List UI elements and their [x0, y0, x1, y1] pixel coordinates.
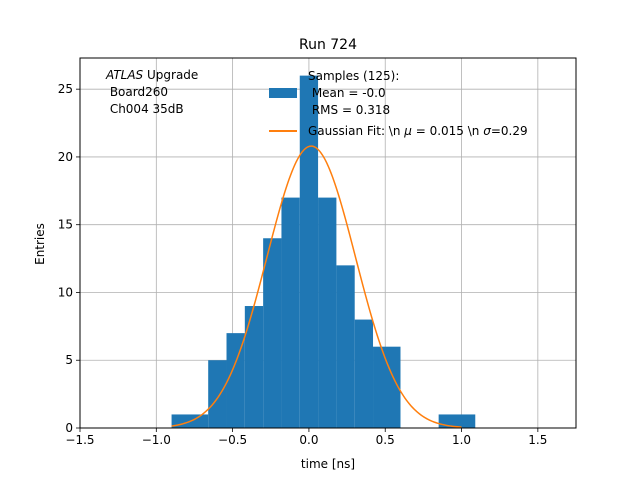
legend-samples-rms: RMS = 0.318	[308, 103, 390, 117]
histogram-bar-3	[244, 306, 264, 428]
y-tick-label-2: 10	[58, 285, 73, 299]
x-axis-ticks: −1.5 −1.0 −0.5 0.0 0.5 1.0 1.5	[65, 428, 547, 447]
x-tick-label-2: −0.5	[218, 433, 247, 447]
atlas-annotation-channel: Ch004 35dB	[106, 102, 184, 116]
x-tick-label-6: 1.5	[528, 433, 547, 447]
x-tick-label-1: −1.0	[142, 433, 171, 447]
atlas-label: ATLAS	[105, 68, 144, 82]
histogram-bars	[171, 75, 476, 428]
legend-samples-mean: Mean = -0.0	[308, 86, 386, 100]
histogram-bar-4	[263, 238, 282, 428]
x-axis-label: time [ns]	[301, 457, 355, 471]
legend-fit-prefix: Gaussian Fit: \n	[308, 124, 404, 138]
atlas-annotation-line1: ATLAS Upgrade	[105, 68, 198, 82]
histogram-bar-5	[281, 197, 300, 428]
y-tick-label-3: 15	[58, 218, 73, 232]
legend-fit-mu: μ	[403, 124, 412, 138]
x-tick-label-0: −1.5	[65, 433, 94, 447]
histogram-bar-10	[373, 346, 401, 428]
y-axis-ticks: 0 5 10 15 20 25	[58, 82, 80, 435]
histogram-bar-8	[336, 265, 355, 428]
histogram-bar-11	[438, 414, 476, 428]
histogram-bar-7	[318, 197, 337, 428]
legend-fit-label: Gaussian Fit: \n μ = 0.015 \n σ=0.29	[308, 124, 528, 138]
x-tick-label-3: 0.0	[299, 433, 318, 447]
histogram-bar-9	[354, 319, 374, 428]
legend-samples-title: Samples (125):	[308, 69, 399, 83]
histogram-bar-2	[226, 333, 245, 428]
x-tick-label-5: 1.0	[452, 433, 471, 447]
x-tick-label-4: 0.5	[376, 433, 395, 447]
histogram-bar-1	[208, 360, 227, 428]
y-tick-label-5: 25	[58, 82, 73, 96]
y-tick-label-0: 0	[65, 421, 73, 435]
plot-frame	[79, 57, 577, 429]
legend-fit-sigma: σ	[483, 124, 491, 138]
gaussian-fit-curve	[171, 145, 462, 428]
y-axis-label: Entries	[33, 223, 47, 265]
y-tick-label-1: 5	[65, 353, 73, 367]
upgrade-label: Upgrade	[143, 68, 198, 82]
histogram-bar-6	[299, 75, 319, 428]
legend: Samples (125): Mean = -0.0 RMS = 0.318 G…	[269, 69, 528, 138]
legend-samples-swatch	[269, 88, 297, 98]
atlas-annotation-board: Board260	[106, 85, 168, 99]
legend-fit-suffix: =0.29	[491, 124, 528, 138]
chart-title: Run 724	[299, 37, 357, 53]
legend-fit-middle: = 0.015 \n	[412, 124, 483, 138]
y-tick-label-4: 20	[58, 150, 73, 164]
